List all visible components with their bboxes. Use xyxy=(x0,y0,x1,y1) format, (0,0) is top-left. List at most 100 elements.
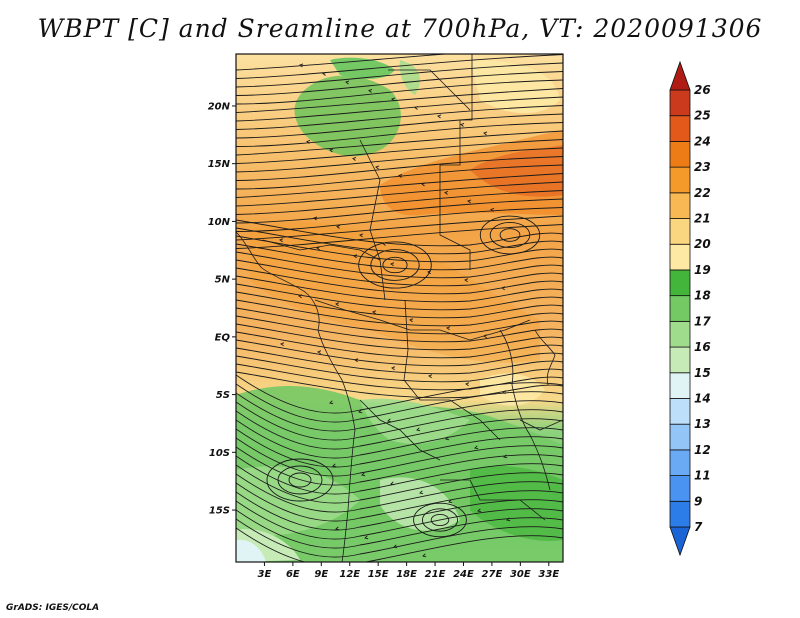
stream-arrow xyxy=(345,80,350,85)
colorbar-label: 23 xyxy=(694,160,711,174)
lat-label: 10S xyxy=(209,448,230,459)
streamline xyxy=(236,355,563,383)
colorbar-swatch xyxy=(669,89,691,117)
lon-label: 33E xyxy=(538,569,559,580)
vortex-loop xyxy=(288,472,312,488)
streamline xyxy=(236,96,563,122)
colorbar-swatch xyxy=(669,218,691,245)
streamline xyxy=(236,374,563,414)
map-axes: 20N 15N 10N 5N EQ 5S 10S 15S 3E 6E 9E 12E 15E 18E 21E 2… xyxy=(208,101,560,580)
streamline xyxy=(236,482,563,522)
lat-label: EQ xyxy=(215,332,231,343)
streamline xyxy=(236,371,563,399)
colorbar-label: 7 xyxy=(694,520,703,534)
streamline xyxy=(236,62,563,88)
stream-arrow xyxy=(390,481,395,486)
map-frame xyxy=(235,53,564,563)
streamline xyxy=(236,173,563,198)
colorbar-swatch xyxy=(669,141,691,168)
stream-arrow xyxy=(335,302,340,307)
colorbar-label: 22 xyxy=(694,186,711,200)
streamline xyxy=(236,139,563,164)
streamline xyxy=(236,363,563,391)
colorbar-label: 13 xyxy=(694,417,711,431)
colorbar-swatch xyxy=(669,500,691,528)
streamline xyxy=(236,54,563,79)
streamline xyxy=(236,331,563,359)
stream-arrow xyxy=(375,165,380,170)
stream-arrow xyxy=(372,310,377,315)
colorbar-swatch xyxy=(669,449,691,476)
colorbar-swatch xyxy=(669,372,691,399)
streamline xyxy=(236,491,563,531)
stream-arrow xyxy=(352,157,357,161)
colorbar-label: 21 xyxy=(694,212,711,226)
stream-arrow xyxy=(354,358,359,363)
vortex-loop xyxy=(421,508,459,532)
stream-arrow xyxy=(329,400,334,405)
colorbar-label: 24 xyxy=(694,134,711,148)
streamline xyxy=(236,283,563,311)
lon-label: 12E xyxy=(339,569,360,580)
grads-credit: GrADS: IGES/COLA xyxy=(6,603,100,613)
colorbar-label: 19 xyxy=(694,263,711,277)
streamline xyxy=(236,383,563,423)
streamline xyxy=(236,219,563,247)
streamline xyxy=(236,130,563,156)
colorbar-label: 25 xyxy=(694,109,711,123)
streamline xyxy=(236,54,451,71)
colorbar-label: 20 xyxy=(694,237,711,251)
stream-arrow xyxy=(460,123,465,127)
stream-arrow xyxy=(483,131,488,136)
colorbar: 7 9 11 12 13 14 15 16 17 18 19 20 21 22 23 24 25 26 xyxy=(669,60,711,557)
colorbar-swatch xyxy=(669,115,691,142)
streamline xyxy=(236,181,563,207)
stream-arrow xyxy=(361,472,366,477)
vortex-loop xyxy=(413,502,467,538)
streamline xyxy=(236,473,563,513)
vortex-loop xyxy=(499,228,521,242)
colorbar-swatch xyxy=(669,269,691,297)
stream-arrow xyxy=(390,262,395,267)
stream-arrow xyxy=(467,199,472,204)
stream-arrow xyxy=(419,490,424,495)
colorbar-min-arrow xyxy=(669,526,691,557)
vortex-loop xyxy=(382,256,408,274)
stream-arrow xyxy=(322,72,327,76)
streamline xyxy=(236,347,563,375)
lat-label: 15S xyxy=(209,506,230,517)
colorbar-label: 12 xyxy=(694,443,711,457)
colorbar-label: 14 xyxy=(694,391,711,405)
streamline xyxy=(236,299,563,327)
stream-arrow xyxy=(465,382,470,387)
lon-label: 24E xyxy=(453,569,474,580)
streamline xyxy=(236,509,563,549)
streamline xyxy=(236,243,563,271)
stream-arrow xyxy=(444,191,449,195)
lat-label: 15N xyxy=(208,159,231,170)
lon-label: 6E xyxy=(286,569,300,580)
colorbar-swatch xyxy=(669,295,691,322)
map-title: WBPT [C] and Sreamline at 700hPa, VT: 20… xyxy=(37,14,763,43)
colorbar-swatch xyxy=(669,423,691,451)
stream-arrow xyxy=(501,286,506,291)
streamline xyxy=(236,419,563,459)
stream-arrow xyxy=(409,318,414,323)
lon-label: 27E xyxy=(482,569,503,580)
stream-arrow xyxy=(313,216,318,221)
colorbar-swatch xyxy=(669,192,691,219)
stream-arrow xyxy=(317,350,322,355)
stream-arrow xyxy=(359,233,364,238)
stream-arrow xyxy=(280,342,285,347)
streamline xyxy=(236,455,563,495)
lat-label: 5S xyxy=(216,390,230,401)
lat-label: 10N xyxy=(208,217,231,228)
stream-arrow xyxy=(329,148,334,153)
stream-arrow xyxy=(368,89,373,93)
colorbar-max-arrow xyxy=(669,60,691,91)
vortex-loop xyxy=(358,241,432,289)
vortex-loop xyxy=(430,513,450,527)
stream-arrow xyxy=(336,225,341,229)
streamline xyxy=(236,428,563,468)
streamline xyxy=(236,401,563,441)
